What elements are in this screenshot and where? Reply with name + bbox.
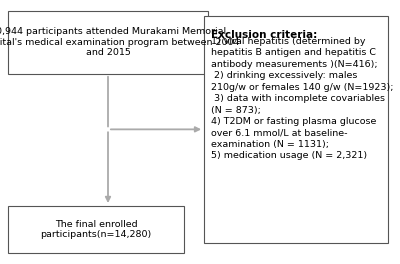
Bar — [8, 11, 208, 74]
Bar — [204, 16, 388, 243]
Text: Exclusion criteria:: Exclusion criteria: — [211, 30, 318, 40]
Text: 1) viral hepatitis (determined by
hepatitis B antigen and hepatitis C
antibody m: 1) viral hepatitis (determined by hepati… — [211, 37, 394, 161]
Text: The final enrolled
participants(n=14,280): The final enrolled participants(n=14,280… — [40, 220, 152, 239]
Bar — [8, 206, 184, 253]
Text: 20,944 participants attended Murakami Memorial
Hospital's medical examination pr: 20,944 participants attended Murakami Me… — [0, 27, 240, 57]
